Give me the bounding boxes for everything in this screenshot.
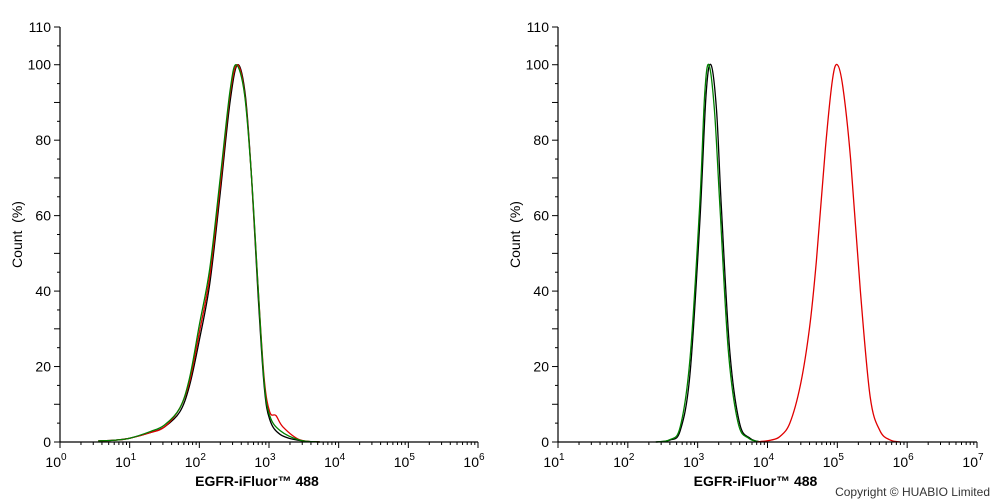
x-axis-label: EGFR-iFluor™ 488	[195, 473, 319, 489]
copyright-text: Copyright © HUABIO Limited	[835, 485, 990, 499]
y-axis-label: Count (%)	[9, 201, 25, 268]
y-tick-label: 80	[35, 132, 51, 148]
y-tick-label: 20	[35, 359, 51, 375]
x-tick-label: 102	[185, 452, 207, 470]
y-tick-label: 110	[527, 19, 550, 35]
y-tick-label: 40	[35, 283, 51, 299]
x-tick-label: 101	[115, 452, 137, 470]
x-axis-label: EGFR-iFluor™ 488	[694, 473, 818, 489]
y-tick-label: 0	[541, 434, 549, 450]
x-tick-label: 106	[893, 452, 915, 470]
y-tick-label: 20	[533, 359, 549, 375]
y-tick-label: 60	[533, 208, 549, 224]
y-tick-label: 100	[526, 57, 550, 73]
y-tick-label: 110	[29, 19, 52, 35]
y-tick-label: 0	[43, 434, 51, 450]
y-tick-label: 80	[533, 132, 549, 148]
series-line-black	[98, 64, 320, 443]
x-tick-label: 100	[45, 452, 67, 470]
y-axis-label: Count (%)	[507, 201, 523, 268]
series-line-black	[655, 63, 761, 443]
x-tick-label: 102	[613, 452, 635, 470]
series-line-green	[98, 64, 320, 443]
x-tick-label: 105	[394, 452, 416, 470]
chart-panel-1: 0 20 40 60 80 100 110 100 101 102 103 104 105 106 EGFR…	[9, 19, 485, 489]
x-tick-label: 103	[254, 452, 276, 470]
x-tick-label: 101	[543, 452, 565, 470]
y-tick-label: 40	[533, 283, 549, 299]
x-tick-label: 106	[463, 452, 485, 470]
series-line-green	[655, 63, 761, 443]
x-tick-label: 104	[324, 452, 346, 470]
y-tick-label: 100	[28, 57, 52, 73]
series-line-red	[98, 64, 320, 443]
x-tick-label: 104	[753, 452, 775, 470]
y-tick-label: 60	[35, 208, 51, 224]
x-tick-label: 105	[823, 452, 845, 470]
chart-panel-2: 0 20 40 60 80 100 110 101 102 103 104 105 106 107 EGFR…	[507, 19, 984, 489]
series-line-red	[756, 63, 901, 443]
x-tick-label: 103	[683, 452, 705, 470]
x-tick-label: 107	[962, 452, 984, 470]
